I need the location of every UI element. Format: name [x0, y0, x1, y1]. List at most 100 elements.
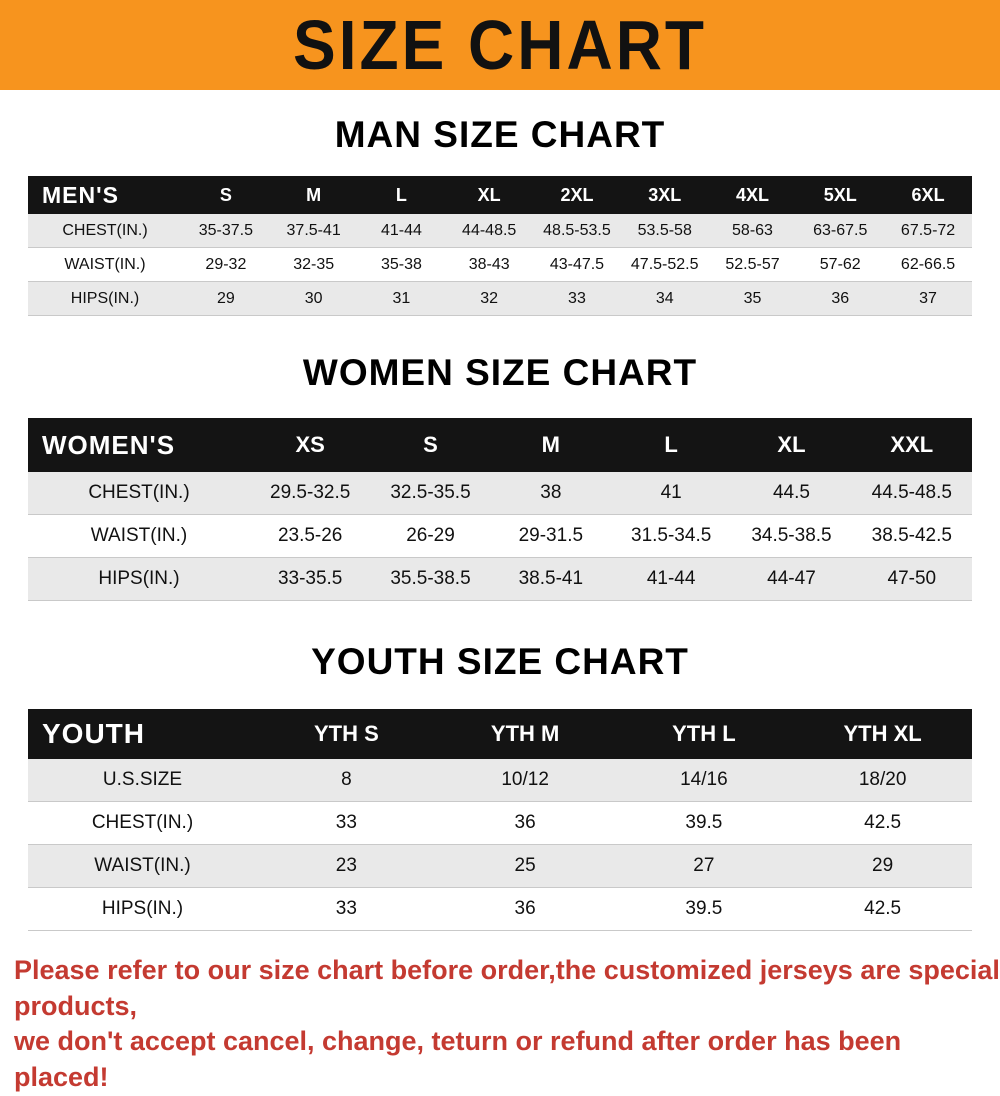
table-row: CHEST(IN.) 35-37.5 37.5-41 41-44 44-48.5 48.5… — [28, 214, 972, 248]
row-label: CHEST(IN.) — [28, 801, 257, 845]
cell-value: 47-50 — [851, 557, 972, 601]
cell-value: 35-37.5 — [182, 214, 270, 248]
column-header: XS — [250, 418, 371, 472]
cell-value: 35 — [708, 281, 797, 316]
cell-value: 33 — [257, 887, 436, 931]
cell-value: 32 — [445, 281, 534, 316]
order-policy-line-2: we don't accept cancel, change, teturn o… — [14, 1026, 902, 1092]
size-chart-banner: SIZE CHART — [0, 0, 1000, 90]
row-label: HIPS(IN.) — [28, 281, 182, 316]
table-row: WAIST(IN.) 29-32 32-35 35-38 38-43 43-47.5 47.… — [28, 247, 972, 282]
cell-value: 63-67.5 — [796, 214, 885, 248]
column-header: XL — [445, 176, 534, 214]
cell-value: 32-35 — [269, 247, 358, 282]
cell-value: 39.5 — [614, 887, 794, 931]
cell-value: 43-47.5 — [533, 247, 621, 282]
cell-value: 36 — [435, 801, 615, 845]
column-header: YTH XL — [793, 709, 972, 759]
cell-value: 44.5 — [731, 472, 852, 515]
table-row: HIPS(IN.) 29 30 31 32 33 34 35 36 37 — [28, 281, 972, 316]
column-header: XXL — [851, 418, 972, 472]
womens-size-table: WOMEN'S XS S M L XL XXL CHEST(IN.) 29.5-32.5 32.… — [28, 418, 972, 601]
column-header: 4XL — [708, 176, 797, 214]
column-header: XL — [731, 418, 852, 472]
column-header: S — [370, 418, 491, 472]
column-header: 6XL — [884, 176, 972, 214]
cell-value: 52.5-57 — [708, 247, 797, 282]
cell-value: 48.5-53.5 — [533, 214, 621, 248]
order-policy-line-1: Please refer to our size chart before or… — [14, 955, 1000, 1021]
cell-value: 58-63 — [708, 214, 797, 248]
mens-size-table: MEN'S S M L XL 2XL 3XL 4XL 5XL 6XL CHEST(IN.) 35-3… — [28, 176, 972, 316]
column-header: M — [490, 418, 611, 472]
cell-value: 47.5-52.5 — [620, 247, 709, 282]
cell-value: 44-48.5 — [445, 214, 534, 248]
cell-value: 30 — [269, 281, 358, 316]
cell-value: 35-38 — [357, 247, 446, 282]
column-header: L — [610, 418, 732, 472]
column-header: S — [182, 176, 270, 214]
cell-value: 10/12 — [435, 759, 615, 802]
cell-value: 29.5-32.5 — [250, 472, 371, 515]
cell-value: 36 — [796, 281, 885, 316]
cell-value: 27 — [614, 844, 794, 888]
youth-size-table: YOUTH YTH S YTH M YTH L YTH XL U.S.SIZE 8 10/1… — [28, 709, 972, 931]
column-header: M — [269, 176, 358, 214]
cell-value: 42.5 — [793, 887, 972, 931]
cell-value: 38 — [490, 472, 611, 515]
cell-value: 33-35.5 — [250, 557, 371, 601]
banner-title: SIZE CHART — [293, 6, 707, 84]
table-corner-label: WOMEN'S — [28, 418, 250, 472]
table-row: HIPS(IN.) 33-35.5 35.5-38.5 38.5-41 41-44 44-… — [28, 557, 972, 601]
cell-value: 31.5-34.5 — [610, 514, 732, 558]
cell-value: 62-66.5 — [884, 247, 972, 282]
cell-value: 29 — [182, 281, 270, 316]
column-header: YTH S — [257, 709, 436, 759]
cell-value: 36 — [435, 887, 615, 931]
cell-value: 42.5 — [793, 801, 972, 845]
women-size-chart-heading: WOMEN SIZE CHART — [302, 352, 698, 393]
cell-value: 29-32 — [182, 247, 270, 282]
column-header: L — [357, 176, 446, 214]
cell-value: 38-43 — [445, 247, 534, 282]
row-label: U.S.SIZE — [28, 759, 257, 802]
row-label: HIPS(IN.) — [28, 557, 250, 601]
mens-table-header-row: MEN'S S M L XL 2XL 3XL 4XL 5XL 6XL — [28, 176, 972, 214]
table-row: WAIST(IN.) 23 25 27 29 — [28, 844, 972, 888]
cell-value: 38.5-41 — [490, 557, 611, 601]
cell-value: 35.5-38.5 — [370, 557, 491, 601]
table-row: WAIST(IN.) 23.5-26 26-29 29-31.5 31.5-34.5 34… — [28, 514, 972, 558]
row-label: WAIST(IN.) — [28, 247, 182, 282]
cell-value: 31 — [357, 281, 446, 316]
table-row: CHEST(IN.) 29.5-32.5 32.5-35.5 38 41 44.5 44.5… — [28, 472, 972, 515]
table-corner-label: YOUTH — [28, 709, 257, 759]
womens-table-header-row: WOMEN'S XS S M L XL XXL — [28, 418, 972, 472]
cell-value: 32.5-35.5 — [370, 472, 491, 515]
table-row: U.S.SIZE 8 10/12 14/16 18/20 — [28, 759, 972, 802]
cell-value: 29-31.5 — [490, 514, 611, 558]
row-label: CHEST(IN.) — [28, 472, 250, 515]
cell-value: 14/16 — [614, 759, 794, 802]
column-header: YTH L — [614, 709, 794, 759]
column-header: 3XL — [620, 176, 709, 214]
cell-value: 34 — [620, 281, 709, 316]
youth-table-header-row: YOUTH YTH S YTH M YTH L YTH XL — [28, 709, 972, 759]
table-row: HIPS(IN.) 33 36 39.5 42.5 — [28, 887, 972, 931]
youth-size-chart-heading: YOUTH SIZE CHART — [311, 641, 689, 682]
cell-value: 25 — [435, 844, 615, 888]
cell-value: 67.5-72 — [884, 214, 972, 248]
cell-value: 8 — [257, 759, 436, 802]
cell-value: 41-44 — [610, 557, 732, 601]
cell-value: 39.5 — [614, 801, 794, 845]
column-header: YTH M — [435, 709, 615, 759]
cell-value: 18/20 — [793, 759, 972, 802]
cell-value: 33 — [257, 801, 436, 845]
cell-value: 33 — [533, 281, 621, 316]
cell-value: 41-44 — [357, 214, 446, 248]
table-row: CHEST(IN.) 33 36 39.5 42.5 — [28, 801, 972, 845]
cell-value: 38.5-42.5 — [851, 514, 972, 558]
cell-value: 44-47 — [731, 557, 852, 601]
cell-value: 53.5-58 — [620, 214, 709, 248]
row-label: WAIST(IN.) — [28, 514, 250, 558]
cell-value: 41 — [610, 472, 732, 515]
